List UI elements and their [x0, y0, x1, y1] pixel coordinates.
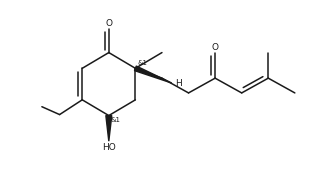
Text: &1: &1 [111, 116, 121, 122]
Polygon shape [106, 116, 112, 141]
Text: HO: HO [102, 143, 116, 152]
Text: H: H [175, 79, 182, 88]
Text: O: O [105, 19, 112, 28]
Text: O: O [211, 43, 219, 52]
Polygon shape [135, 66, 172, 83]
Text: &1: &1 [137, 60, 147, 66]
